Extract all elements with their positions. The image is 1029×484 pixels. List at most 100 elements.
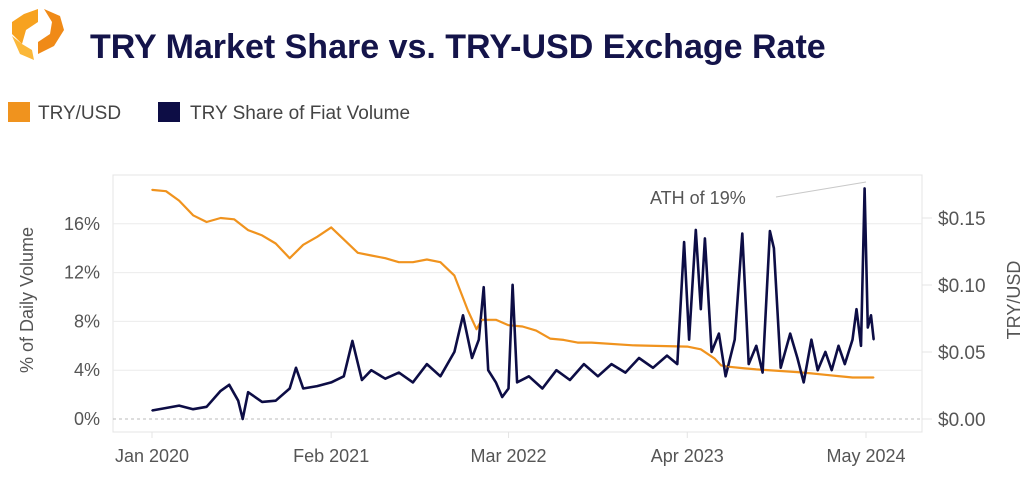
share-point <box>247 391 249 393</box>
try-usd-point <box>727 365 730 368</box>
y-left-tick-label: 16% <box>64 214 100 234</box>
try-usd-point <box>192 214 194 217</box>
share-point <box>462 314 464 317</box>
share-point <box>482 286 485 289</box>
share-point <box>688 338 690 341</box>
share-point <box>165 407 167 409</box>
try-usd-point <box>872 376 875 379</box>
share-point <box>228 384 230 386</box>
chart-title: TRY Market Share vs. TRY-USD Exchage Rat… <box>90 28 826 66</box>
y-axis-right-label: TRY/USD <box>1004 261 1024 340</box>
try-usd-point <box>714 357 716 360</box>
share-point <box>295 366 297 369</box>
try-usd-point <box>796 371 799 373</box>
try-usd-point <box>495 319 497 321</box>
annotation-leader-line <box>775 181 867 198</box>
try-usd-point <box>439 261 442 264</box>
try-usd-point <box>810 372 813 375</box>
share-point <box>302 387 304 390</box>
try-usd-point <box>288 257 291 260</box>
share-point <box>624 371 627 374</box>
try-usd-point <box>521 325 524 328</box>
try-usd-point <box>720 364 722 367</box>
try-usd-point <box>481 319 483 321</box>
share-point <box>872 338 875 341</box>
try-usd-point <box>398 261 400 264</box>
x-tick-label: Mar 2022 <box>471 446 547 466</box>
share-point <box>802 381 805 384</box>
try-usd-point <box>535 329 537 332</box>
try-usd-point <box>261 234 263 237</box>
try-usd-point <box>178 199 180 202</box>
share-point <box>237 399 240 402</box>
try-usd-point <box>467 309 469 312</box>
share-point <box>761 371 764 374</box>
try-usd-point <box>475 328 478 331</box>
x-tick-label: Feb 2021 <box>293 446 369 466</box>
share-point <box>316 385 318 387</box>
legend-swatch-share <box>158 102 180 122</box>
x-tick-label: Apr 2023 <box>651 446 724 466</box>
share-point <box>205 406 208 408</box>
try-usd-point <box>343 238 345 241</box>
share-point <box>541 387 544 390</box>
try-usd-point <box>357 252 359 254</box>
share-point <box>487 369 490 372</box>
share-point <box>583 363 585 365</box>
share-point <box>638 357 640 359</box>
legend-label-try-usd: TRY/USD <box>38 103 121 124</box>
try-usd-point <box>741 367 744 369</box>
share-point <box>351 340 354 342</box>
share-point <box>597 375 599 378</box>
share-point <box>343 375 345 378</box>
logo <box>12 9 64 60</box>
share-point <box>830 369 833 372</box>
share-point <box>855 308 858 311</box>
share-point <box>755 345 758 347</box>
share-point <box>610 363 613 365</box>
try-usd-point <box>165 190 167 192</box>
share-point <box>178 404 180 407</box>
try-usd-point <box>330 226 332 229</box>
share-point <box>219 390 222 392</box>
share-point <box>867 326 869 329</box>
try-usd-point <box>274 242 277 245</box>
series-share-line <box>151 187 875 421</box>
share-point <box>683 241 685 243</box>
try-usd-point <box>426 258 428 261</box>
try-usd-point <box>247 229 249 231</box>
share-point <box>851 338 854 341</box>
share-point <box>860 345 862 347</box>
share-point <box>810 338 813 341</box>
try-usd-point <box>412 261 414 264</box>
share-point <box>412 381 414 384</box>
y-left-tick-label: 0% <box>74 409 100 429</box>
x-tick-label: May 2024 <box>826 446 905 466</box>
share-point <box>837 345 840 347</box>
series-try-usd-line <box>151 188 874 379</box>
share-point <box>370 369 373 372</box>
share-point <box>241 418 244 420</box>
share-point <box>724 375 727 378</box>
share-point <box>330 381 332 384</box>
share-point <box>398 371 400 374</box>
share-point <box>816 369 819 372</box>
share-point <box>501 396 504 398</box>
try-usd-point <box>205 221 208 223</box>
y-left-tick-label: 12% <box>64 263 100 283</box>
share-point <box>773 247 775 249</box>
y-right-tick-label: $0.00 <box>938 410 986 431</box>
try-usd-point <box>700 348 702 351</box>
share-point <box>666 354 668 357</box>
share-point <box>471 357 473 359</box>
share-point <box>718 332 720 335</box>
share-point <box>569 379 571 381</box>
try-usd-point <box>151 189 153 191</box>
share-point <box>747 363 750 365</box>
share-point <box>151 409 153 412</box>
y-left-tick-label: 8% <box>74 311 100 331</box>
try-usd-point <box>219 217 222 219</box>
y-left-tick-label: 4% <box>74 360 100 380</box>
share-point <box>652 366 654 369</box>
try-usd-point <box>686 345 689 348</box>
